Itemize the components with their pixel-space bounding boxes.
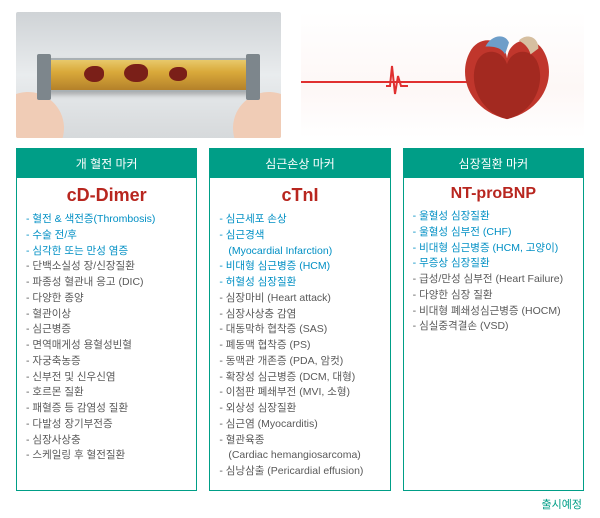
top-image-row xyxy=(0,0,600,146)
list-item: (Cardiac hemangiosarcoma) xyxy=(219,448,380,464)
list-item: 신부전 및 신우신염 xyxy=(26,370,187,386)
list-item: 혈전 & 색전증(Thrombosis) xyxy=(26,212,187,228)
list-item: 대동막하 협착증 (SAS) xyxy=(219,322,380,338)
list-item: 심장사상충 xyxy=(26,433,187,449)
list-item: 이첨판 폐쇄부전 (MVI, 소형) xyxy=(219,385,380,401)
list-item: 비대형 폐쇄성심근병증 (HOCM) xyxy=(413,304,574,320)
list-item: 심각한 또는 만성 염증 xyxy=(26,244,187,260)
list-item: 심낭삼출 (Pericardial effusion) xyxy=(219,464,380,480)
list-item: 호르몬 질환 xyxy=(26,385,187,401)
list-item: 울혈성 심부전 (CHF) xyxy=(413,225,574,241)
list-item: 폐동맥 협착증 (PS) xyxy=(219,338,380,354)
card-list: 심근세포 손상심근경색(Myocardial Infarction)비대형 심근… xyxy=(210,210,389,490)
list-item: 외상성 심장질환 xyxy=(219,401,380,417)
card-title: cTnI xyxy=(210,178,389,210)
list-item: 허혈성 심장질환 xyxy=(219,275,380,291)
card-title: cD-Dimer xyxy=(17,178,196,210)
list-item: 심장사상충 감염 xyxy=(219,307,380,323)
list-item: (Myocardial Infarction) xyxy=(219,244,380,260)
thrombosis-tube-image xyxy=(16,12,281,138)
card-list: 울혈성 심장질환울혈성 심부전 (CHF)비대형 심근병증 (HCM, 고양이)… xyxy=(404,207,583,345)
list-item: 수술 전/후 xyxy=(26,228,187,244)
heart-ecg-image xyxy=(301,12,584,138)
card-header: 심장질환 마커 xyxy=(404,149,583,178)
list-item: 다양한 종양 xyxy=(26,291,187,307)
card-header: 개 혈전 마커 xyxy=(17,149,196,178)
list-item: 확장성 심근병증 (DCM, 대형) xyxy=(219,370,380,386)
card-header: 심근손상 마커 xyxy=(210,149,389,178)
list-item: 동맥관 개존증 (PDA, 암컷) xyxy=(219,354,380,370)
footer-note: 출시예정 xyxy=(0,495,600,518)
list-item: 심근세포 손상 xyxy=(219,212,380,228)
list-item: 혈관육종 xyxy=(219,433,380,449)
list-item: 비대형 심근병증 (HCM, 고양이) xyxy=(413,241,574,257)
list-item: 다양한 심장 질환 xyxy=(413,288,574,304)
marker-card: 개 혈전 마커cD-Dimer혈전 & 색전증(Thrombosis)수술 전/… xyxy=(16,148,197,491)
list-item: 자궁축농증 xyxy=(26,354,187,370)
marker-card: 심근손상 마커cTnI심근세포 손상심근경색(Myocardial Infarc… xyxy=(209,148,390,491)
marker-columns: 개 혈전 마커cD-Dimer혈전 & 색전증(Thrombosis)수술 전/… xyxy=(0,146,600,495)
list-item: 심실중격결손 (VSD) xyxy=(413,319,574,335)
list-item: 심근병증 xyxy=(26,322,187,338)
list-item: 다발성 장기부전증 xyxy=(26,417,187,433)
list-item: 급성/만성 심부전 (Heart Failure) xyxy=(413,272,574,288)
list-item: 울혈성 심장질환 xyxy=(413,209,574,225)
list-item: 스케일링 후 혈전질환 xyxy=(26,448,187,464)
list-item: 심근경색 xyxy=(219,228,380,244)
list-item: 혈관이상 xyxy=(26,307,187,323)
card-title: NT-proBNP xyxy=(404,178,583,207)
list-item: 무증상 심장질환 xyxy=(413,256,574,272)
list-item: 면역매게성 용혈성빈혈 xyxy=(26,338,187,354)
list-item: 심장마비 (Heart attack) xyxy=(219,291,380,307)
card-list: 혈전 & 색전증(Thrombosis)수술 전/후심각한 또는 만성 염증단백… xyxy=(17,210,196,474)
list-item: 비대형 심근병증 (HCM) xyxy=(219,259,380,275)
list-item: 심근염 (Myocarditis) xyxy=(219,417,380,433)
marker-card: 심장질환 마커NT-proBNP울혈성 심장질환울혈성 심부전 (CHF)비대형… xyxy=(403,148,584,491)
list-item: 패혈증 등 감염성 질환 xyxy=(26,401,187,417)
list-item: 파종성 혈관내 응고 (DIC) xyxy=(26,275,187,291)
list-item: 단백소실성 장/신장질환 xyxy=(26,259,187,275)
